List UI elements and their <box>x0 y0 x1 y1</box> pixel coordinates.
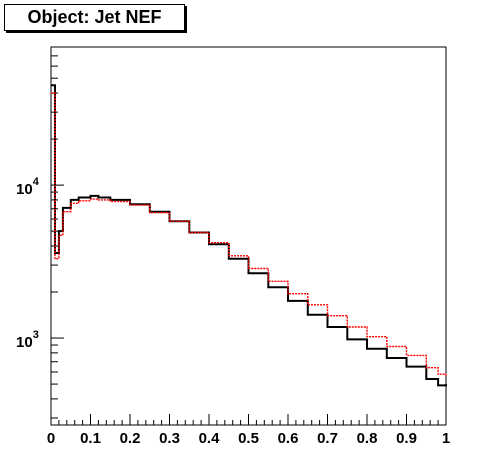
y-tick-label: 103 <box>16 329 39 351</box>
y-tick-labels: 103 104 <box>16 176 40 351</box>
x-tick-label: 0.2 <box>120 430 141 447</box>
series-line-1 <box>51 84 447 387</box>
x-tick-label: 0.3 <box>159 430 180 447</box>
y-tick-label: 104 <box>16 176 40 198</box>
chart-title: Object: Jet NEF <box>27 7 162 27</box>
x-tick-label: 0 <box>47 430 55 447</box>
series-line-2 <box>51 92 447 377</box>
x-tick-label: 0.8 <box>357 430 378 447</box>
x-tick-label: 0.4 <box>199 430 221 447</box>
x-tick-label: 0.5 <box>238 430 259 447</box>
x-tick-label: 1 <box>442 430 450 447</box>
chart-title-box: Object: Jet NEF <box>4 4 185 31</box>
x-tick-label: 0.9 <box>396 430 417 447</box>
x-tick-label: 0.6 <box>278 430 299 447</box>
series-layer <box>51 84 447 387</box>
axis-ticks <box>50 46 447 425</box>
x-tick-label: 0.1 <box>80 430 101 447</box>
x-tick-label: 0.7 <box>317 430 338 447</box>
x-tick-labels: 0 0.1 0.2 0.3 0.4 0.5 0.6 0.7 0.8 0.9 1 <box>47 430 450 447</box>
plot-frame <box>50 46 447 426</box>
